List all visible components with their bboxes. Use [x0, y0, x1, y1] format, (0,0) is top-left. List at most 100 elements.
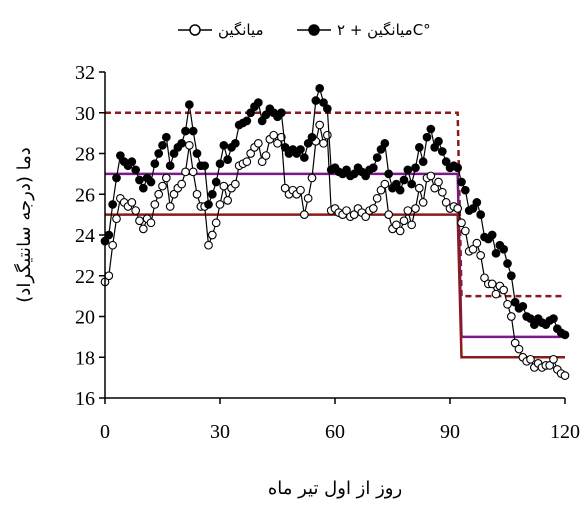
- series-1-point: [391, 179, 401, 189]
- series-1-point: [422, 132, 432, 142]
- series-1-point: [261, 110, 271, 120]
- series-1-point: [104, 230, 114, 240]
- series-1-point: [418, 157, 428, 166]
- series-0-point: [411, 204, 420, 213]
- series-1-point: [257, 116, 267, 126]
- series-0-point: [299, 210, 309, 219]
- series-1-point: [361, 171, 371, 181]
- series-1-point: [246, 108, 256, 118]
- series-0-point: [487, 279, 497, 289]
- series-0-point: [158, 181, 167, 191]
- series-1-point: [161, 132, 171, 142]
- series-1-point: [453, 163, 463, 173]
- series-0-point: [296, 185, 305, 195]
- series-1-point: [560, 330, 570, 340]
- reference-line-2: [105, 213, 565, 359]
- series-0-point: [549, 354, 558, 364]
- series-0-point: [376, 185, 386, 195]
- series-0-point: [468, 244, 478, 254]
- series-0-point: [434, 177, 443, 187]
- legend-marker-mean-plus: [308, 24, 320, 36]
- y-tick-label: 28: [75, 144, 95, 166]
- series-1-point: [491, 248, 501, 258]
- series-1-point: [322, 104, 332, 114]
- series-1-point: [131, 165, 141, 175]
- series-0-point: [437, 187, 447, 197]
- series-0-point: [146, 218, 156, 228]
- series-1-point: [311, 96, 321, 105]
- series-1-point: [207, 189, 217, 199]
- series-0-point: [514, 344, 524, 354]
- series-0-point: [384, 210, 394, 219]
- series-0-point: [165, 202, 175, 211]
- series-0-point: [506, 312, 516, 321]
- series-1-point: [499, 244, 509, 254]
- series-0-point: [184, 141, 194, 150]
- legend: میانگین میانگین + ۲C°: [178, 21, 431, 39]
- series-1-point: [177, 138, 187, 148]
- series-0-point: [418, 198, 428, 207]
- series-0-point: [177, 179, 187, 189]
- series-0-point: [135, 216, 144, 226]
- series-0-point: [219, 181, 229, 191]
- series-0-point: [112, 214, 121, 224]
- y-tick-label: 30: [75, 103, 95, 125]
- series-0-point: [480, 273, 489, 283]
- series-1-point: [280, 143, 290, 152]
- series-1-point: [506, 271, 516, 281]
- series-1-point: [549, 314, 558, 323]
- series-0-point: [215, 200, 225, 209]
- series-1-point: [399, 175, 409, 185]
- series-0-point: [261, 151, 271, 160]
- series-1-point: [115, 151, 125, 160]
- legend-marker-mean: [189, 24, 201, 36]
- series-1-point: [135, 175, 144, 185]
- series-0-point: [253, 138, 263, 148]
- series-0-point: [315, 120, 325, 130]
- series-0-point: [372, 193, 382, 203]
- series-0-point: [491, 289, 501, 299]
- series-0-point: [280, 183, 290, 193]
- series-1-point: [296, 145, 305, 154]
- series-0-point: [391, 220, 401, 230]
- series-0-point: [169, 189, 179, 199]
- series-0-point: [131, 206, 141, 215]
- series-1-point: [242, 116, 252, 126]
- series-0-point: [560, 371, 570, 380]
- series-0-point: [545, 361, 555, 370]
- series-1-point: [146, 177, 156, 187]
- x-tick-label: 120: [550, 421, 580, 443]
- series-1-point: [380, 138, 390, 148]
- series-0-point: [380, 179, 390, 189]
- series-1-point: [503, 259, 512, 268]
- series-1-point: [426, 124, 436, 134]
- series-0-point: [188, 167, 198, 177]
- series-1-point: [219, 141, 229, 150]
- series-0-point: [472, 238, 482, 248]
- series-1-point: [407, 179, 417, 189]
- series-1-point: [319, 98, 328, 107]
- y-tick-label: 18: [75, 347, 95, 369]
- series-1-point: [169, 149, 179, 158]
- series-0-point: [211, 218, 221, 228]
- series-1-point: [276, 108, 286, 118]
- series-1-point: [253, 98, 263, 107]
- series-1-point: [487, 230, 497, 240]
- series-1-point: [230, 138, 240, 148]
- series-1-point: [181, 126, 190, 136]
- series-0-point: [414, 183, 424, 193]
- series-1-point: [434, 136, 443, 146]
- series-0-point: [138, 224, 148, 234]
- y-tick-label: 16: [75, 388, 95, 410]
- series-1-point: [529, 320, 539, 330]
- series-0-point: [269, 130, 279, 140]
- series-1-point: [342, 165, 351, 175]
- series-1-point: [315, 83, 325, 93]
- series-1-point: [154, 149, 164, 158]
- x-tick-label: 60: [325, 421, 345, 443]
- series-0-point: [407, 220, 417, 230]
- series-1-point: [165, 161, 175, 171]
- series-1-point: [150, 159, 160, 169]
- series-1-point: [112, 173, 121, 183]
